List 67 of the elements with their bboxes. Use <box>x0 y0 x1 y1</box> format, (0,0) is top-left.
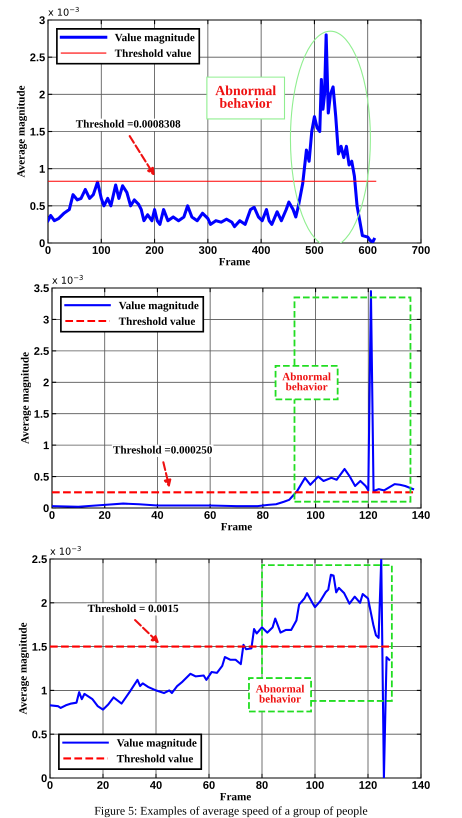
y-tick-label: 1 <box>44 442 49 450</box>
y-tick-label: 1 <box>42 686 47 694</box>
legend-label: Value magnitude <box>116 738 197 749</box>
x-tick-label: 600 <box>358 246 377 254</box>
y-tick-label: 0.5 <box>30 202 45 210</box>
x-tick-label: 400 <box>252 246 270 254</box>
x-tick-label: 20 <box>98 511 110 519</box>
x-tick-label: 0 <box>49 511 55 519</box>
annotation: Abnormal behavior <box>215 85 276 108</box>
y-axis-title: Average magnitude <box>20 352 31 444</box>
legend-label: Value magnitude <box>114 33 195 44</box>
y-tick-label: 2.5 <box>30 53 45 62</box>
x-tick-label: 120 <box>359 781 377 789</box>
x-tick-label: 700 <box>412 246 430 254</box>
text: x 10$^{−3}$ <box>50 546 81 555</box>
y-tick-label: 0.5 <box>34 472 49 481</box>
y-tick-label: 2 <box>41 599 47 607</box>
x-tick-label: 100 <box>307 511 324 519</box>
x-tick-label: 40 <box>150 781 162 789</box>
y-axis-title: Average magnitude <box>16 86 27 178</box>
x-tick-label: 120 <box>360 511 378 519</box>
y-tick-label: 0 <box>39 239 45 248</box>
y-tick-label: 1.5 <box>32 642 47 651</box>
x-axis-title: Frame <box>220 522 252 530</box>
annotation: Threshold =0.0008308 <box>76 120 180 128</box>
annotation: Abnormal behavior <box>256 684 304 703</box>
caption: Figure 5: Examples of average speed of a group of people <box>94 806 368 818</box>
y-tick-label: 0.5 <box>32 730 47 738</box>
y-tick-label: 3 <box>39 16 45 24</box>
line-series <box>48 33 376 243</box>
annotation: Threshold = 0.0015 <box>88 604 178 612</box>
x-tick-label: 80 <box>257 511 269 519</box>
y-tick-label: 2 <box>43 378 49 386</box>
legend-label: Value magnitude <box>118 301 199 312</box>
y-tick-label: 2 <box>39 90 45 98</box>
legend-label: Threshold value <box>116 754 194 762</box>
y-tick-label: 1.5 <box>30 128 45 136</box>
legend-label: Threshold value <box>114 49 192 58</box>
text: x 10$^{−3}$ <box>52 274 83 284</box>
x-tick-label: 200 <box>146 246 164 254</box>
y-axis-title: Average magnitude <box>18 622 29 714</box>
y-tick-label: 2.5 <box>32 555 47 564</box>
x-axis-title: Frame <box>220 792 251 800</box>
x-tick-label: 60 <box>204 511 216 519</box>
legend-label: Threshold value <box>118 317 196 326</box>
x-tick-label: 100 <box>306 781 324 789</box>
x-axis-title: Frame <box>218 258 250 266</box>
x-tick-label: 20 <box>97 781 109 789</box>
x-tick-label: 40 <box>151 511 164 519</box>
x-tick-label: 500 <box>306 246 324 254</box>
annotation: Abnormal behavior <box>282 372 331 390</box>
y-tick-label: 1 <box>40 165 45 173</box>
x-tick-label: 140 <box>412 781 430 789</box>
x-tick-label: 60 <box>203 781 215 789</box>
annotation: Threshold =0.000250 <box>113 446 212 454</box>
x-tick-label: 100 <box>92 246 110 254</box>
x-tick-label: 80 <box>256 781 268 789</box>
y-tick-label: 0 <box>43 504 49 512</box>
x-tick-label: 140 <box>412 511 430 519</box>
x-tick-label: 300 <box>198 246 217 254</box>
line-series <box>52 290 414 508</box>
y-tick-label: 2.5 <box>34 347 49 355</box>
y-tick-label: 3.5 <box>34 284 49 292</box>
text: x 10$^{−3}$ <box>48 6 79 16</box>
y-tick-label: 1.5 <box>34 410 49 418</box>
y-tick-label: 0 <box>41 774 47 782</box>
y-tick-label: 3 <box>43 316 49 324</box>
